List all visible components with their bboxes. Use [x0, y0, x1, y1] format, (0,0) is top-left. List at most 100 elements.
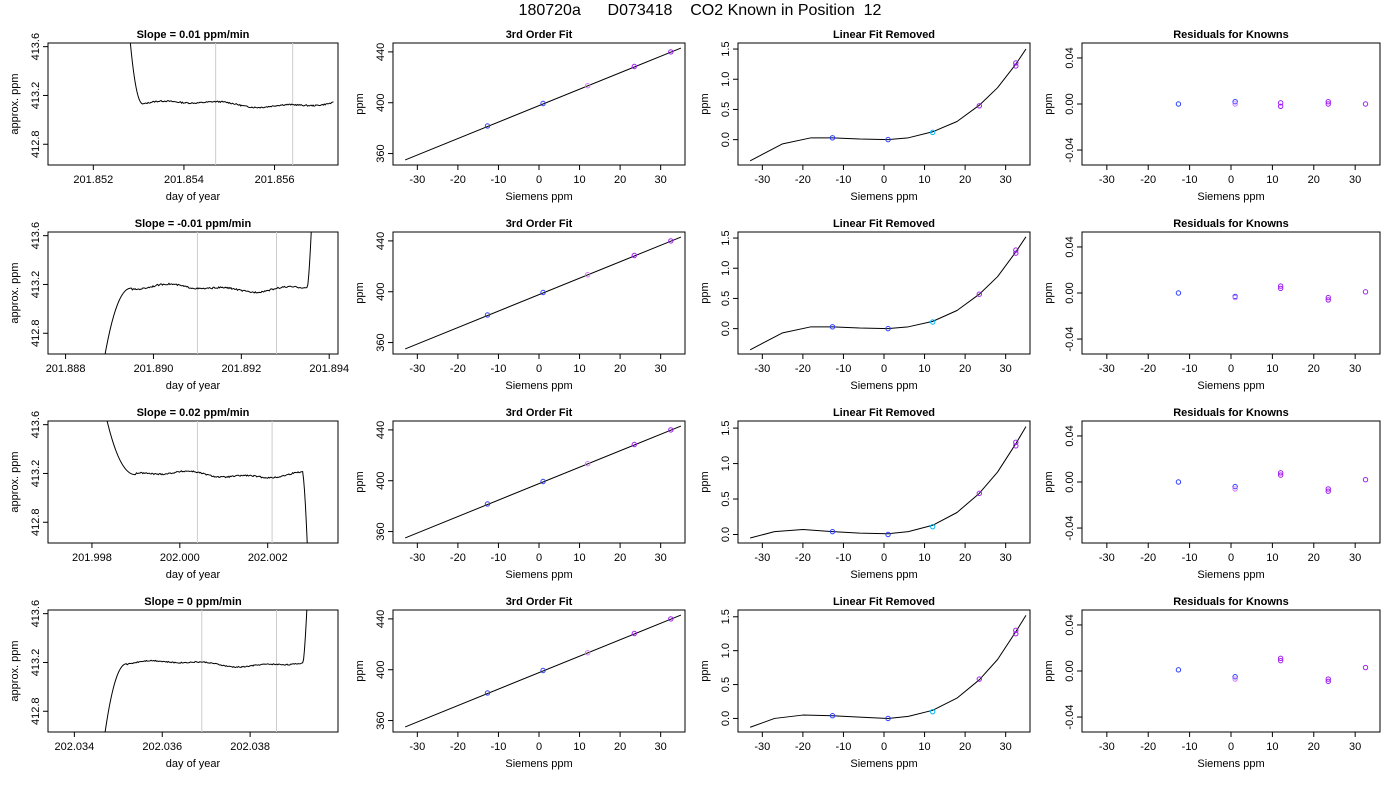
fit-line: [404, 425, 682, 539]
x-tick-label: -30: [1099, 552, 1115, 564]
plot-area: [404, 425, 682, 539]
y-tick-label: 413.2: [30, 649, 42, 677]
y-tick-label: 412.8: [30, 130, 42, 158]
x-tick-label: 201.856: [255, 174, 295, 186]
data-point: [1277, 285, 1284, 292]
data-point: [1013, 60, 1019, 66]
x-tick-label: 0: [536, 741, 542, 753]
x-tick-label: 30: [655, 552, 667, 564]
data-point: [1013, 631, 1019, 637]
x-tick-label: -20: [1140, 741, 1156, 753]
x-axis-label: day of year: [166, 380, 221, 392]
page-title: 180720a D073418 CO2 Known in Position 12: [518, 2, 882, 19]
panel-title: Residuals for Knowns: [1173, 596, 1289, 608]
y-axis-label: ppm: [1043, 282, 1055, 303]
concentration-trace: [104, 610, 308, 732]
y-tick-label: 400: [375, 94, 387, 112]
data-point: [976, 291, 983, 297]
x-tick-label: -20: [795, 174, 811, 186]
data-point: [1013, 63, 1019, 69]
x-tick-label: 20: [959, 174, 971, 186]
data-point: [540, 100, 546, 107]
x-axis-label: Siemens ppm: [1197, 569, 1264, 581]
panel-r2-c2: 3rd Order Fit -30 -20 -10 0 10 20 30 360 400 440 Si…: [354, 218, 686, 392]
y-tick-label: 360: [375, 522, 387, 540]
x-tick-label: 30: [1349, 363, 1361, 375]
x-tick-label: -10: [490, 363, 506, 375]
data-point: [1325, 676, 1331, 682]
x-tick-label: 20: [959, 363, 971, 375]
y-tick-label: 413.6: [30, 222, 42, 250]
y-tick-label: 360: [375, 711, 387, 729]
data-point: [929, 523, 936, 530]
data-point: [929, 129, 936, 136]
x-axis-label: Siemens ppm: [850, 569, 917, 581]
x-tick-label: 10: [1266, 741, 1278, 753]
x-tick-label: -10: [1182, 363, 1198, 375]
x-tick-label: 202.038: [230, 741, 270, 753]
concentration-trace: [104, 232, 312, 354]
y-tick-label: -0.04: [1064, 137, 1076, 162]
data-point: [885, 325, 891, 332]
data-point: [584, 272, 591, 278]
plot-area: [104, 232, 312, 354]
data-point: [484, 501, 491, 507]
data-point: [885, 531, 891, 538]
fit-line: [404, 614, 682, 728]
x-tick-label: 20: [1308, 174, 1320, 186]
plot-frame: [737, 231, 1031, 355]
x-axis-label: Siemens ppm: [505, 569, 572, 581]
y-tick-label: 1.0: [720, 456, 732, 471]
data-point: [631, 441, 638, 448]
panel-r1-c2: 3rd Order Fit -30 -20 -10 0 10 20 30 360 400 440 Si…: [354, 29, 686, 203]
x-tick-label: 201.892: [221, 363, 261, 375]
y-tick-label: 440: [375, 232, 387, 250]
panel-title: Residuals for Knowns: [1173, 218, 1289, 230]
data-point: [1325, 297, 1331, 303]
y-axis-label: ppm: [354, 660, 366, 681]
x-tick-label: 30: [1000, 174, 1012, 186]
x-tick-label: -10: [835, 363, 851, 375]
y-tick-label: 412.8: [30, 508, 42, 536]
x-tick-label: -20: [795, 741, 811, 753]
data-point: [1013, 250, 1019, 256]
plot-frame: [737, 420, 1031, 544]
panel-title: Residuals for Knowns: [1173, 407, 1289, 419]
x-axis-label: Siemens ppm: [1197, 380, 1264, 392]
data-point: [631, 63, 638, 70]
x-tick-label: -30: [1099, 174, 1115, 186]
data-point: [829, 324, 836, 330]
x-axis-label: day of year: [166, 569, 221, 581]
x-tick-label: 201.890: [134, 363, 174, 375]
x-tick-label: 30: [1349, 174, 1361, 186]
x-tick-label: -30: [1099, 741, 1115, 753]
data-point: [668, 616, 674, 622]
data-point: [885, 136, 891, 143]
y-axis-label: ppm: [1043, 93, 1055, 114]
y-tick-label: 0.5: [720, 491, 732, 506]
x-tick-label: -20: [1140, 174, 1156, 186]
y-tick-label: 413.2: [30, 460, 42, 488]
x-tick-label: 10: [573, 741, 585, 753]
x-tick-label: 20: [614, 174, 626, 186]
data-point: [584, 83, 591, 89]
x-axis-label: Siemens ppm: [1197, 758, 1264, 770]
plot-frame: [1081, 609, 1381, 733]
x-tick-label: 10: [918, 741, 930, 753]
x-tick-label: 0: [1228, 363, 1234, 375]
x-tick-label: 0: [536, 363, 542, 375]
data-point: [1277, 472, 1284, 478]
data-point: [829, 135, 836, 141]
x-tick-label: 20: [1308, 552, 1320, 564]
x-tick-label: 10: [1266, 174, 1278, 186]
x-tick-label: -20: [1140, 363, 1156, 375]
x-tick-label: 20: [1308, 741, 1320, 753]
fit-curve: [749, 236, 1027, 351]
data-point: [1232, 486, 1238, 492]
plot-area: [749, 236, 1027, 351]
x-tick-label: -20: [450, 741, 466, 753]
data-point: [668, 238, 674, 244]
x-tick-label: -30: [409, 363, 425, 375]
x-tick-label: -30: [409, 174, 425, 186]
